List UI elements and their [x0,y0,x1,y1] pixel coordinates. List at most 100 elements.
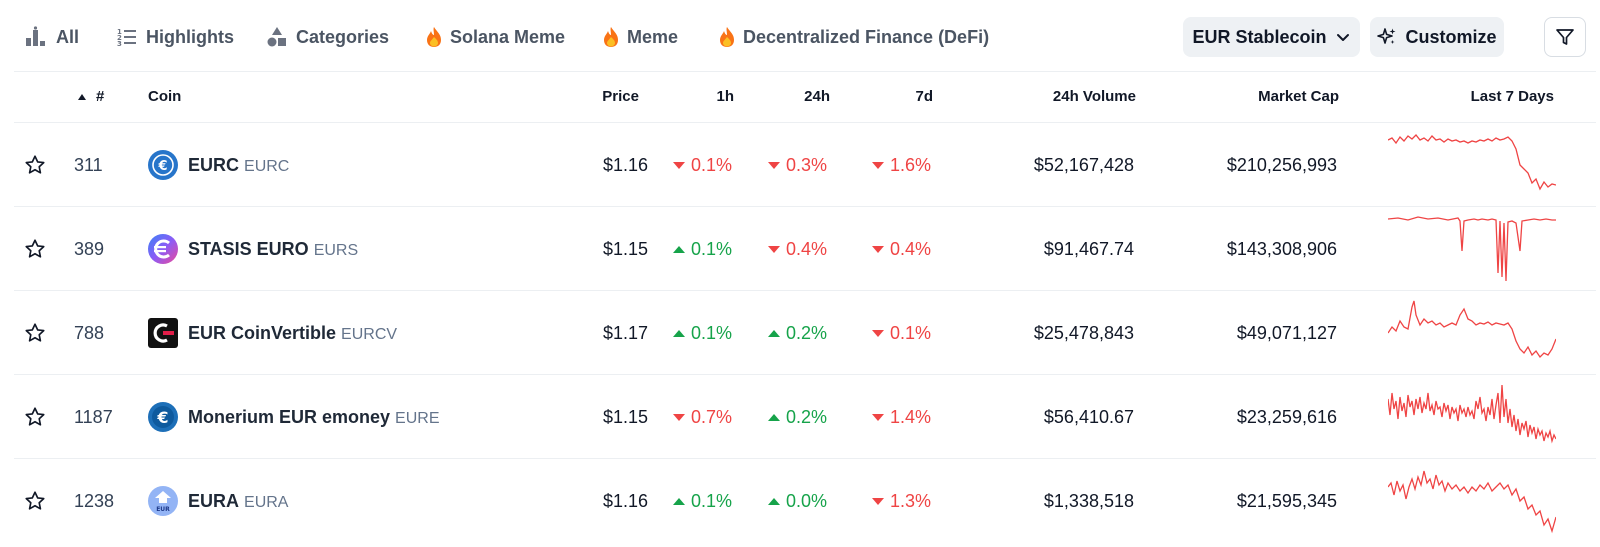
coin-rank: 1238 [74,490,115,511]
coin-symbol: EURCV [341,325,398,343]
column-rank-label: # [96,88,105,105]
caret-up-icon [767,413,780,421]
fire-icon [427,27,441,47]
change-1h: 0.7% [634,375,732,459]
eurc-logo: € [148,150,178,180]
tab-categories[interactable]: Categories [266,20,389,54]
svg-text:€: € [156,408,168,427]
column-rank-header[interactable]: # [78,88,104,105]
caret-down-icon [871,161,884,169]
coin-rank: 389 [74,238,105,259]
shapes-icon [267,27,286,47]
column-market-cap-header[interactable]: Market Cap [1258,88,1339,105]
coin-price: $1.17 [602,322,648,343]
divider [14,71,1596,72]
tab-all-label: All [56,26,80,47]
table-row[interactable]: 311 € EURC EURC $1.16 0.1% 0.3% 1.6% $52,… [14,123,1596,207]
sparkline-7d [1388,216,1556,282]
favorite-star-icon[interactable] [24,207,48,291]
change-7d: 1.3% [834,459,931,543]
coin-link[interactable]: EUR EURA EURA [148,459,288,543]
coin-symbol: EURS [313,241,359,259]
tab-highlights[interactable]: 1 2 3 Highlights [116,20,234,54]
column-coin-header[interactable]: Coin [148,88,182,105]
coin-rank: 311 [74,154,103,175]
caret-down-icon [871,497,884,505]
filter-button[interactable] [1544,17,1586,57]
coin-name: EURC [188,154,240,175]
volume-24h: $52,167,428 [1033,154,1134,175]
coin-name: STASIS EURO [188,238,309,259]
customize-label: Customize [1405,26,1497,47]
tab-all[interactable]: All [24,20,79,54]
coin-link[interactable]: € Monerium EUR emoney EURE [148,375,440,459]
fire-icon [720,27,734,47]
caret-up-icon [767,329,780,337]
numbered-list-icon: 1 2 3 [117,28,136,48]
market-cap: $49,071,127 [1236,322,1337,343]
favorite-star-icon[interactable] [24,123,48,207]
coin-link[interactable]: EUR CoinVertible EURCV [148,291,397,375]
coin-rank: 788 [74,322,105,343]
coin-price: $1.15 [602,238,648,259]
change-1h: 0.1% [634,123,732,207]
table-row[interactable]: 1238 EUR EURA EURA $1.16 0.1% 0.0% 1.3% $… [14,459,1596,543]
column-volume-header[interactable]: 24h Volume [1052,88,1136,105]
caret-up-icon [672,329,685,337]
divider [14,206,1596,207]
favorite-star-icon[interactable] [24,375,48,459]
svg-text:1: 1 [117,28,122,36]
eura-logo: EUR [148,486,178,516]
volume-24h: $1,338,518 [1043,490,1134,511]
change-24h: 0.3% [734,123,827,207]
caret-down-icon [871,329,884,337]
divider [14,122,1596,123]
category-select[interactable]: EUR Stablecoin [1183,17,1360,57]
tab-meme[interactable]: Meme [603,20,678,54]
category-tab-bar: All 1 2 3 Highlights Categories Solana M… [0,0,1600,72]
divider [14,374,1596,375]
sparkline-7d [1388,134,1556,191]
column-24h-header[interactable]: 24h [804,88,830,105]
bar-podium-icon [26,26,45,46]
customize-button[interactable]: Customize [1370,17,1504,57]
tab-defi-label: Decentralized Finance (DeFi) [743,26,990,47]
column-1h-header[interactable]: 1h [716,88,734,105]
market-cap: $21,595,345 [1236,490,1337,511]
favorite-star-icon[interactable] [24,459,48,543]
market-cap: $210,256,993 [1226,154,1337,175]
tab-defi[interactable]: Decentralized Finance (DeFi) [719,20,989,54]
tab-highlights-label: Highlights [146,26,234,47]
change-1h: 0.1% [634,291,732,375]
tab-categories-label: Categories [296,26,390,47]
funnel-icon [1556,29,1574,45]
table-row[interactable]: 1187 € Monerium EUR emoney EURE $1.15 0.7… [14,375,1596,459]
market-cap: $143,308,906 [1226,238,1337,259]
tab-solana-meme-label: Solana Meme [450,26,566,47]
coin-price: $1.16 [602,154,648,175]
table-row[interactable]: 788 EUR CoinVertible EURCV $1.17 0.1% 0.2… [14,291,1596,375]
coin-symbol: EURC [244,157,290,175]
table-row[interactable]: 389 STASIS EURO EURS $1.15 0.1% 0.4% 0.4%… [14,207,1596,291]
coin-link[interactable]: € EURC EURC [148,123,289,207]
column-price-header[interactable]: Price [602,88,639,105]
coin-link[interactable]: STASIS EURO EURS [148,207,358,291]
favorite-star-icon[interactable] [24,291,48,375]
sparkline-7d [1388,300,1556,359]
sparkline-7d [1388,384,1556,444]
change-24h: 0.4% [734,207,827,291]
change-7d: 1.6% [834,123,931,207]
caret-down-icon [767,245,780,253]
caret-down-icon [672,413,685,421]
category-select-label: EUR Stablecoin [1192,26,1327,47]
change-7d: 0.1% [834,291,931,375]
chevron-down-icon [1336,34,1349,41]
column-7d-header[interactable]: 7d [915,88,933,105]
tab-meme-label: Meme [627,26,679,47]
coin-name: EURA [188,490,240,511]
sparkles-icon [1377,28,1396,44]
volume-24h: $56,410.67 [1043,406,1134,427]
change-24h: 0.0% [734,459,827,543]
coin-symbol: EURA [244,493,289,511]
tab-solana-meme[interactable]: Solana Meme [426,20,565,54]
